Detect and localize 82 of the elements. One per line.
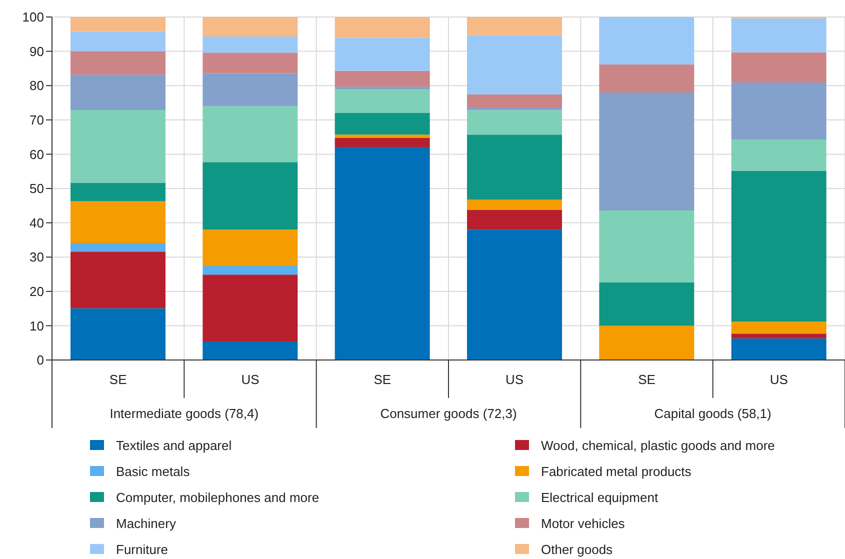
x-tick-label: US [506, 372, 524, 387]
bar [202, 162, 298, 230]
bar [731, 334, 826, 338]
bar [202, 230, 298, 266]
bar [202, 341, 298, 360]
bar [70, 110, 166, 184]
text: Consumer goods (72,3) [380, 406, 517, 421]
bar [334, 70, 430, 87]
x-tick-label: SE [374, 372, 392, 387]
bar [599, 282, 694, 326]
legend-label: Other goods [541, 542, 613, 556]
bar [334, 17, 430, 38]
bar [599, 210, 694, 282]
y-tick-label: 70 [30, 112, 44, 128]
bar [467, 35, 562, 95]
legend-label: Motor vehicles [541, 516, 625, 530]
text: Capital goods (58,1) [654, 406, 772, 421]
y-tick-label: 10 [30, 318, 44, 334]
bar [731, 139, 826, 172]
y-tick-label: 90 [30, 44, 44, 59]
bar [467, 110, 562, 135]
y-tick-label: 30 [30, 250, 44, 265]
legend-label: Basic metals [116, 464, 190, 478]
text: Intermediate goods (78,4) [110, 406, 259, 421]
bar [70, 183, 166, 202]
bar [599, 64, 694, 92]
bar [334, 38, 430, 71]
bar [334, 86, 430, 90]
bar [467, 134, 562, 200]
bar [70, 243, 166, 252]
y-tick-label: 80 [30, 78, 44, 94]
legend-label: Furniture [116, 542, 168, 556]
bar [202, 106, 298, 162]
y-tick-label: 40 [30, 215, 44, 230]
x-tick-label: SE [638, 372, 656, 387]
legend-label: Wood, chemical, plastic goods and more [541, 438, 775, 452]
bar [70, 252, 166, 308]
bar [70, 32, 166, 52]
y-tick-label: 50 [30, 181, 44, 196]
bar [70, 308, 166, 360]
bar [334, 138, 430, 147]
bar [334, 146, 430, 360]
x-tick-label: US [241, 372, 260, 387]
legend-label: Fabricated metal products [541, 464, 692, 478]
bar [334, 89, 430, 114]
bar [70, 201, 166, 244]
bar [467, 17, 562, 36]
bar [599, 326, 694, 360]
bar [202, 36, 298, 53]
bar [334, 134, 430, 138]
bar [731, 82, 826, 140]
bar [70, 74, 166, 110]
bar [202, 73, 298, 106]
y-tick-label: 100 [22, 10, 44, 25]
y-tick-label: 20 [30, 284, 44, 300]
bar [731, 171, 826, 322]
bar [731, 52, 826, 83]
bar [731, 322, 826, 334]
bar [467, 210, 562, 230]
bar [467, 230, 562, 360]
x-tick-label: SE [109, 372, 128, 387]
bar [70, 17, 166, 32]
legend-label: Electrical equipment [541, 490, 658, 504]
bar [334, 113, 430, 135]
y-tick-label: 0 [36, 352, 44, 368]
bar [202, 274, 298, 342]
bar [70, 51, 166, 75]
bar [599, 92, 694, 210]
y-tick-label: 60 [30, 146, 44, 162]
bar [731, 338, 826, 360]
bar [202, 266, 298, 275]
bar [467, 94, 562, 108]
bar [467, 108, 562, 110]
bar [202, 52, 298, 74]
legend-label: Computer, mobilephones and more [116, 490, 320, 504]
legend-label: Machinery [116, 516, 176, 530]
x-tick-label: US [770, 372, 788, 387]
bar [467, 199, 562, 210]
bar [202, 17, 298, 37]
legend-label: Textiles and apparel [116, 438, 232, 452]
bar [599, 17, 694, 64]
bar [731, 18, 826, 52]
